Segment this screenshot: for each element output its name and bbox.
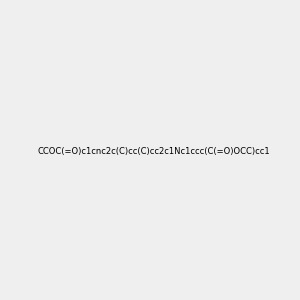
Text: CCOC(=O)c1cnc2c(C)cc(C)cc2c1Nc1ccc(C(=O)OCC)cc1: CCOC(=O)c1cnc2c(C)cc(C)cc2c1Nc1ccc(C(=O)… xyxy=(38,147,270,156)
